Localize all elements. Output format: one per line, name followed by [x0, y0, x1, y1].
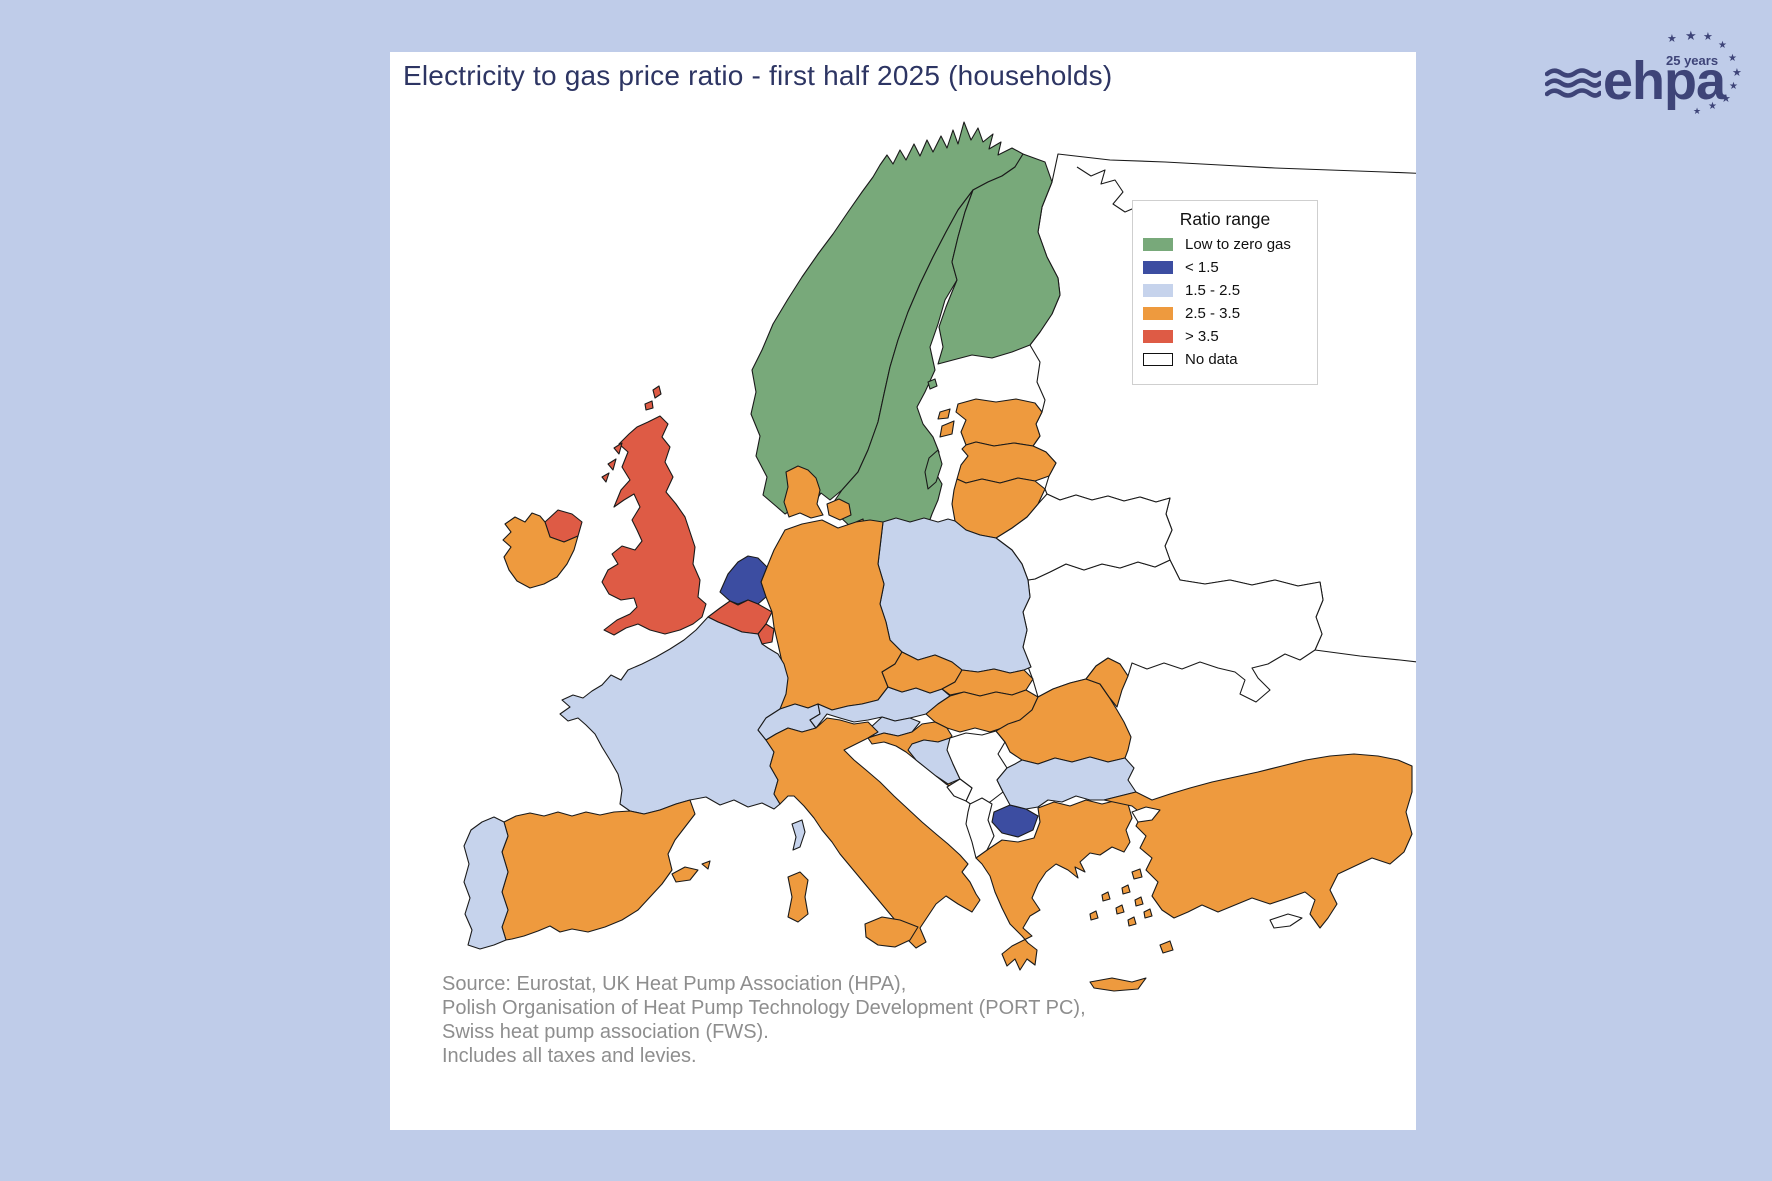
country-gotland [924, 449, 943, 490]
eu-stars-icon: ★ ★ ★ ★ ★ ★ ★ ★ ★ ★ [1545, 28, 1745, 118]
logo-anniversary-text: 25 years [1666, 53, 1719, 68]
star-icon: ★ [1718, 40, 1727, 51]
country-netherlands [719, 555, 768, 605]
source-line: Swiss heat pump association (FWS). [442, 1021, 769, 1043]
country-aegean-2 [1115, 904, 1125, 915]
country-france [559, 616, 789, 815]
country-aegean-1 [1101, 891, 1111, 902]
legend-label: 2.5 - 3.5 [1185, 305, 1241, 322]
country-aegean-5 [1134, 896, 1144, 907]
legend-label: < 1.5 [1185, 259, 1219, 276]
country-denmark [783, 465, 824, 519]
source-note: Source: Eurostat, UK Heat Pump Associati… [442, 972, 1086, 1068]
country-cyprus [1269, 913, 1303, 929]
star-icon: ★ [1721, 93, 1731, 105]
country-estonia [955, 398, 1043, 447]
chart-panel: Electricity to gas price ratio - first h… [390, 52, 1416, 1130]
legend-item-low-zero-gas: Low to zero gas [1143, 236, 1307, 253]
country-lithuania [951, 477, 1046, 539]
country-ukraine [1022, 559, 1324, 703]
country-corsica [791, 819, 806, 851]
country-rhodes [1159, 940, 1174, 954]
star-icon: ★ [1729, 81, 1738, 92]
country-belarus [995, 493, 1173, 581]
country-uk-hebrides-1 [613, 442, 623, 455]
legend-swatch-2.5-3.5 [1143, 307, 1173, 320]
page-title: Electricity to gas price ratio - first h… [403, 60, 1113, 91]
country-aegean-3 [1127, 916, 1137, 927]
country-greece [975, 799, 1133, 971]
legend-item-1.5-2.5: 1.5 - 2.5 [1143, 282, 1307, 299]
legend-label: 1.5 - 2.5 [1185, 282, 1241, 299]
legend-swatch-lt-1.5 [1143, 261, 1173, 274]
country-sardinia [787, 871, 809, 923]
legend-rows: Low to zero gas < 1.5 1.5 - 2.5 2.5 - 3.5 > … [1143, 236, 1307, 368]
star-icon: ★ [1728, 53, 1737, 64]
legend-swatch-1.5-2.5 [1143, 284, 1173, 297]
country-sicily [864, 916, 919, 948]
legend-swatch-low-zero-gas [1143, 238, 1173, 251]
legend-swatch-gt-3.5 [1143, 330, 1173, 343]
country-aegean-6 [1121, 884, 1131, 895]
country-saaremaa [939, 420, 955, 438]
country-montenegro [946, 778, 973, 802]
country-finland [937, 153, 1061, 365]
europe-choropleth-map [463, 121, 1416, 992]
country-aland [927, 378, 938, 390]
country-ireland [502, 512, 579, 589]
star-icon: ★ [1685, 28, 1697, 43]
country-crete [1089, 977, 1147, 992]
legend-label: No data [1185, 351, 1238, 368]
country-balearic-2 [701, 860, 711, 870]
source-line: Polish Organisation of Heat Pump Technol… [442, 997, 1086, 1019]
source-line: Includes all taxes and levies. [442, 1045, 697, 1067]
country-north-macedonia [991, 804, 1039, 838]
star-icon: ★ [1693, 106, 1702, 116]
country-italy [765, 717, 981, 949]
country-bulgaria [996, 756, 1137, 810]
country-uk [601, 415, 707, 636]
country-balearic-1 [671, 866, 699, 883]
legend-label: Low to zero gas [1185, 236, 1291, 253]
source-line: Source: Eurostat, UK Heat Pump Associati… [442, 973, 907, 995]
country-lesbos [1131, 868, 1143, 880]
country-denmark-zealand [826, 498, 852, 521]
star-icon: ★ [1703, 31, 1713, 43]
logo-brand-text: ehpa [1603, 51, 1726, 111]
country-czechia [881, 651, 963, 694]
ehpa-logo: ehpa 25 years ★ ★ ★ ★ ★ ★ ★ ★ ★ ★ [1545, 28, 1745, 118]
legend-item-lt-1.5: < 1.5 [1143, 259, 1307, 276]
waves-icon [1545, 68, 1601, 98]
country-uk-hebrides-3 [601, 472, 610, 483]
legend-swatch-no-data [1143, 353, 1173, 366]
country-spain [501, 799, 696, 941]
legend-item-gt-3.5: > 3.5 [1143, 328, 1307, 345]
star-icon: ★ [1667, 33, 1677, 45]
country-aegean-7 [1143, 908, 1153, 919]
country-uk-shetland [652, 385, 662, 399]
legend-title: Ratio range [1179, 209, 1271, 229]
country-portugal [463, 816, 509, 950]
country-turkey [1103, 753, 1413, 929]
legend: Ratio range Low to zero gas < 1.5 1.5 - 2.… [1132, 200, 1318, 385]
country-uk-orkney [644, 400, 654, 411]
legend-label: > 3.5 [1185, 328, 1219, 345]
country-hiiumaa [937, 408, 951, 420]
country-uk-hebrides-2 [607, 458, 617, 471]
country-moldova [1085, 657, 1129, 708]
country-marmara-sea [1131, 806, 1161, 823]
star-icon: ★ [1708, 101, 1717, 112]
legend-item-no-data: No data [1143, 351, 1307, 368]
star-icon: ★ [1732, 67, 1742, 79]
legend-item-2.5-3.5: 2.5 - 3.5 [1143, 305, 1307, 322]
country-aegean-4 [1089, 910, 1099, 921]
